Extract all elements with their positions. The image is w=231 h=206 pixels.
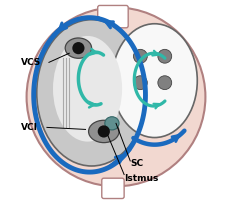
Ellipse shape — [104, 117, 119, 130]
Ellipse shape — [111, 24, 196, 138]
Circle shape — [133, 49, 147, 63]
Ellipse shape — [53, 36, 122, 142]
Circle shape — [157, 49, 171, 63]
Text: Istmus: Istmus — [124, 174, 158, 183]
Circle shape — [97, 125, 109, 138]
FancyBboxPatch shape — [97, 5, 128, 28]
Text: VCI: VCI — [20, 123, 37, 132]
Circle shape — [72, 42, 84, 54]
Ellipse shape — [65, 38, 91, 58]
Text: VCS: VCS — [20, 58, 41, 67]
Ellipse shape — [88, 120, 119, 143]
Ellipse shape — [36, 20, 146, 166]
Ellipse shape — [27, 7, 204, 186]
FancyBboxPatch shape — [101, 178, 124, 199]
Circle shape — [157, 76, 171, 90]
Circle shape — [133, 76, 147, 90]
Text: SC: SC — [130, 159, 143, 169]
